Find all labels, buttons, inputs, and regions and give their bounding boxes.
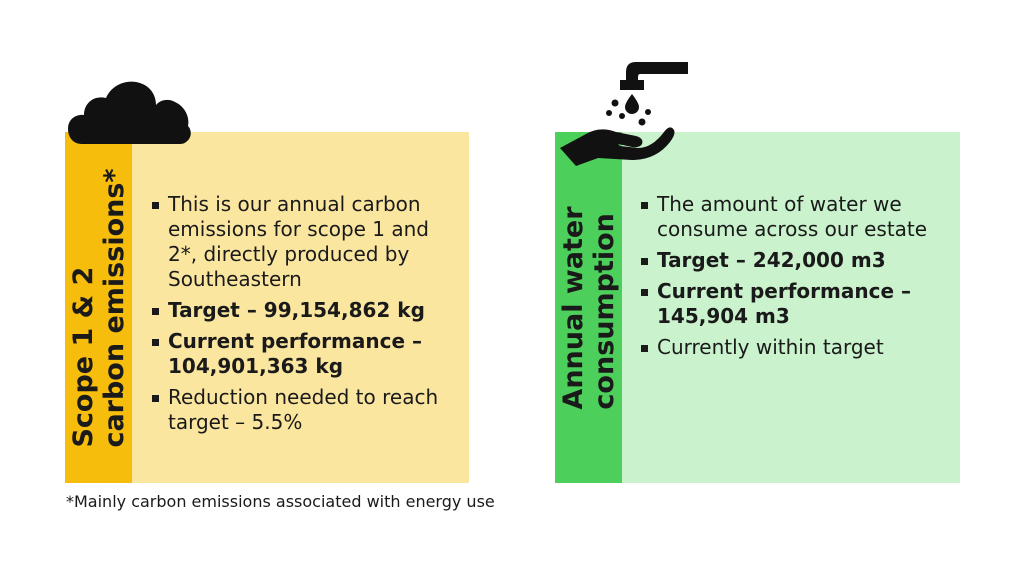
- water-consumption-panel: Annual water consumption The amount of w…: [555, 132, 960, 483]
- cloud-icon: [68, 81, 191, 144]
- footnote: *Mainly carbon emissions associated with…: [66, 492, 495, 511]
- water-title-strip: Annual water consumption: [555, 132, 622, 483]
- carbon-emissions-panel: Scope 1 & 2 carbon emissions* This is ou…: [65, 132, 469, 483]
- water-status: Currently within target: [641, 335, 948, 360]
- carbon-title-strip: Scope 1 & 2 carbon emissions*: [65, 132, 132, 483]
- carbon-current-performance: Current performance – 104,901,363 kg: [152, 329, 457, 379]
- water-current-performance: Current performance – 145,904 m3: [641, 279, 948, 329]
- water-description: The amount of water we consume across ou…: [641, 192, 948, 242]
- carbon-description: This is our annual carbon emissions for …: [152, 192, 457, 292]
- carbon-bullet-list: This is our annual carbon emissions for …: [152, 192, 457, 441]
- tap-hand-water-icon: [560, 62, 688, 166]
- carbon-reduction-needed: Reduction needed to reach target – 5.5%: [152, 385, 457, 435]
- water-panel-title: Annual water consumption: [557, 205, 620, 410]
- water-bullet-list: The amount of water we consume across ou…: [641, 192, 948, 366]
- carbon-panel-title: Scope 1 & 2 carbon emissions*: [67, 167, 130, 448]
- carbon-target: Target – 99,154,862 kg: [152, 298, 457, 323]
- water-target: Target – 242,000 m3: [641, 248, 948, 273]
